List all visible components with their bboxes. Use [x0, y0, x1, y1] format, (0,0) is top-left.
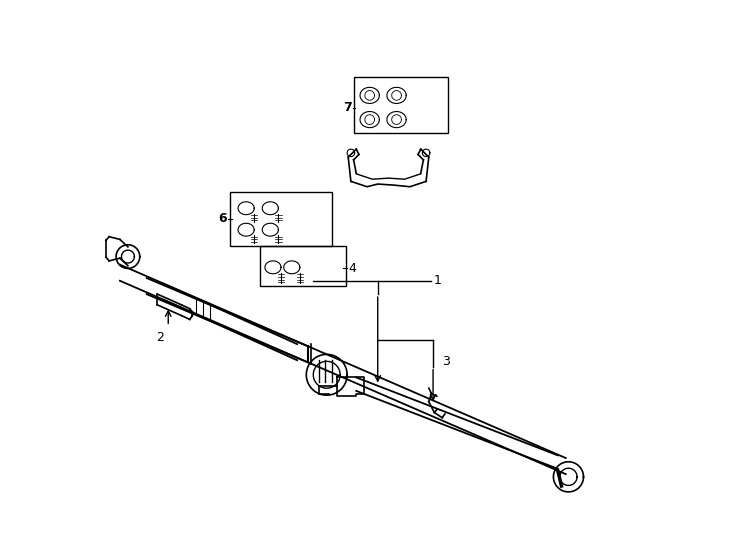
Bar [260, 246, 346, 286]
Text: 7: 7 [344, 102, 352, 114]
Text: 6: 6 [219, 212, 228, 226]
Bar [230, 192, 332, 246]
Text: 3: 3 [442, 355, 450, 368]
Text: 1: 1 [434, 274, 442, 287]
Text: 4: 4 [348, 262, 356, 275]
Text: 2: 2 [156, 330, 164, 343]
Bar [354, 77, 448, 133]
